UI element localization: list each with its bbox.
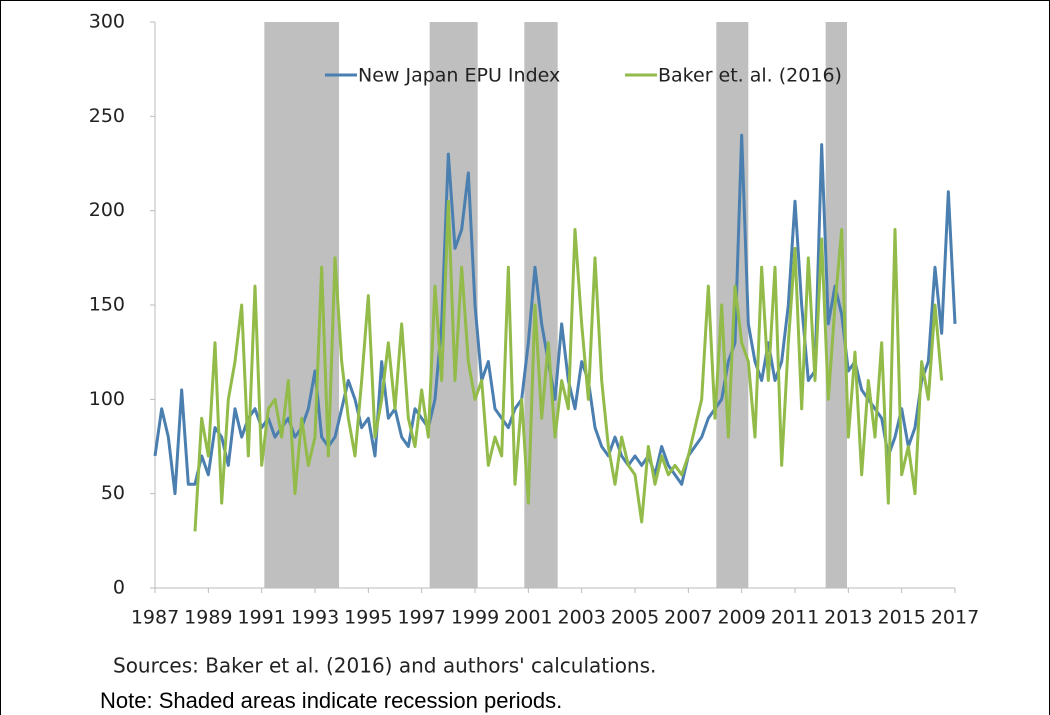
- series-line: [193, 199, 944, 532]
- x-tick-label: 2005: [611, 607, 659, 629]
- x-tick-label: 2001: [504, 607, 552, 629]
- y-tick-label: 200: [89, 199, 125, 221]
- y-tick-label: 300: [89, 11, 125, 33]
- source-note: Sources: Baker et al. (2016) and authors…: [113, 654, 656, 678]
- x-tick-label: 1995: [344, 607, 392, 629]
- x-tick-label: 2003: [557, 607, 605, 629]
- x-tick-label: 2009: [717, 607, 765, 629]
- y-tick-label: 100: [89, 388, 125, 410]
- x-tick-label: 2011: [771, 607, 819, 629]
- x-tick-label: 1989: [184, 607, 232, 629]
- x-tick-label: 1991: [237, 607, 285, 629]
- y-tick-label: 250: [89, 105, 125, 127]
- series-line: [153, 133, 957, 496]
- legend-label: Baker et. al. (2016): [658, 65, 842, 87]
- x-tick-label: 1993: [291, 607, 339, 629]
- note: Note: Shaded areas indicate recession pe…: [100, 688, 562, 713]
- x-tick-label: 1997: [397, 607, 445, 629]
- x-tick-label: 2007: [664, 607, 712, 629]
- legend-label: New Japan EPU Index: [358, 65, 560, 87]
- x-tick-label: 2013: [824, 607, 872, 629]
- recession-band: [264, 22, 339, 588]
- x-tick-label: 2015: [877, 607, 925, 629]
- y-tick-label: 0: [113, 577, 125, 599]
- x-tick-label: 2017: [931, 607, 979, 629]
- x-tick-label: 1999: [451, 607, 499, 629]
- y-tick-label: 150: [89, 294, 125, 316]
- x-tick-label: 1987: [131, 607, 179, 629]
- y-tick-label: 50: [101, 482, 125, 504]
